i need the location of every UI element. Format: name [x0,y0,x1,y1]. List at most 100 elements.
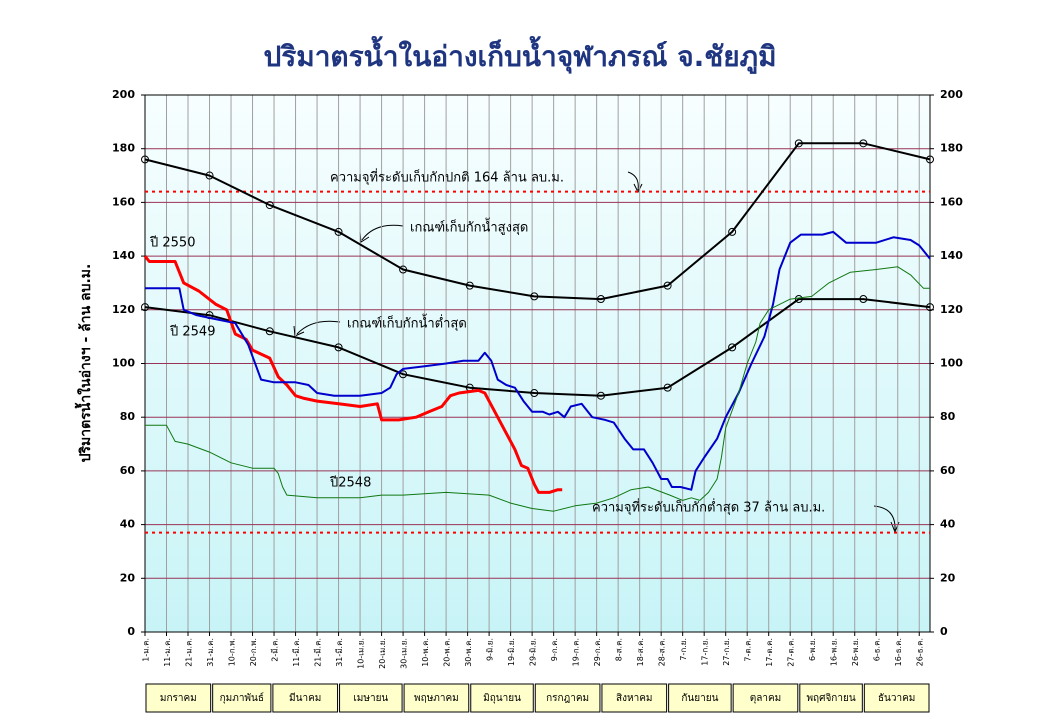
series-marker [141,303,149,312]
x-tick-label: 9-มิ.ย. [486,638,495,661]
series-marker [859,139,868,148]
series-marker [663,281,672,290]
series-marker [530,389,539,398]
x-tick-label: 16-ธ.ค. [894,638,903,666]
month-box [145,683,212,713]
x-tick-label: 11-ม.ค. [163,638,172,667]
month-box [272,683,339,713]
series-marker [794,139,803,148]
month-label: ตุลาคม [750,693,782,704]
series-marker [596,295,605,304]
reference-label: ความจุที่ระดับเก็บกักปกติ 164 ล้าน ลบ.ม. [330,168,564,186]
y2-tick-label: 200 [940,88,963,101]
series-marker [663,383,672,392]
x-tick-label: 21-มี.ค. [314,638,323,667]
series-line [145,266,930,512]
x-tick-label: 16-พ.ย. [830,638,839,666]
month-label: มิถุนายน [483,693,521,704]
series-label: ปี 2550 [149,235,195,251]
series-label: เกณฑ์เก็บกักน้ำสูงสุด [410,218,528,236]
x-tick-label: 6-พ.ย. [808,638,817,661]
x-tick-label: 19-มิ.ย. [507,638,516,666]
y-tick-label: 140 [112,249,135,262]
month-label: มกราคม [160,693,197,704]
x-tick-label: 8-ส.ค. [615,638,624,661]
month-label: กรกฎาคม [546,693,589,704]
arrow [361,224,404,241]
y2-tick-label: 20 [940,571,956,584]
series-label: ปี2548 [329,475,371,491]
x-tick-label: 9-ก.ค. [550,638,559,661]
series-marker [596,391,605,400]
x-tick-label: 27-ก.ย. [722,638,731,666]
x-tick-label: 31-มี.ค. [335,638,344,667]
series-label: เกณฑ์เก็บกักน้ำต่ำสุด [347,314,467,332]
series-marker [859,295,868,304]
y-tick-label: 40 [120,518,136,531]
y2-tick-label: 40 [940,518,956,531]
x-tick-label: 10-พ.ค. [421,638,430,667]
x-tick-label: 26-พ.ย. [851,638,860,666]
y-tick-label: 180 [112,142,135,155]
x-tick-label: 19-ก.ค. [572,638,581,666]
month-box [339,683,403,713]
series-line [144,298,931,397]
x-tick-label: 27-ต.ค. [787,638,796,667]
arrow-head [293,325,305,337]
y-tick-label: 100 [112,357,135,370]
y-tick-label: 80 [120,410,136,423]
series-marker [728,343,737,352]
month-label: กันยายน [681,693,718,704]
series-marker [265,327,274,336]
y2-tick-label: 160 [940,195,963,208]
plot-border [144,94,931,633]
arrow [627,171,639,191]
x-tick-label: 18-ส.ค. [636,638,645,666]
month-box [601,683,668,713]
series-line [145,230,931,491]
y-tick-label: 200 [112,88,135,101]
y-axis-label: ปริมาตรน้ำในอ่างฯ - ล้าน ลบ.ม. [74,264,94,463]
month-label: กุมภาพันธ์ [220,692,264,704]
x-tick-label: 20-พ.ค. [443,638,452,667]
month-label: พฤษภาคม [414,693,459,704]
month-label: ธันวาคม [878,693,915,704]
x-tick-label: 20-เม.ย. [378,638,387,669]
y2-tick-label: 80 [940,410,956,423]
month-box [403,683,470,713]
x-tick-label: 30-เม.ย. [400,638,409,669]
series-marker [926,303,934,312]
month-box [668,683,732,713]
x-tick-label: 29-ก.ค. [593,638,602,666]
series-marker [399,370,408,379]
series-line [143,255,563,494]
x-tick-label: 26-ธ.ค. [916,638,925,666]
series-marker [728,227,737,236]
series-marker [926,155,934,164]
series-marker [530,292,539,301]
x-tick-label: 10-เม.ย. [357,638,366,669]
x-tick-label: 17-ก.ย. [701,638,710,666]
x-tick-label: 17-ต.ค. [765,638,774,667]
y-tick-label: 120 [112,303,135,316]
series-line [144,142,931,301]
month-box [863,683,930,713]
x-tick-label: 7-ต.ค. [744,638,753,662]
y2-tick-label: 140 [940,249,963,262]
y2-tick-label: 0 [940,625,948,638]
y2-tick-label: 100 [940,357,963,370]
series-marker [794,295,803,304]
x-tick-label: 31-ม.ค. [206,638,215,667]
month-box [799,683,863,713]
y-tick-label: 60 [120,464,136,477]
arrow [873,505,896,531]
month-box [732,683,799,713]
x-tick-label: 30-พ.ค. [464,638,473,667]
x-tick-label: 1-ม.ค. [142,638,151,662]
series-marker [141,155,149,164]
month-label: มีนาคม [289,692,321,704]
x-tick-label: 2-มี.ค. [271,638,280,662]
x-tick-label: 21-ม.ค. [185,638,194,667]
series-marker [399,265,408,274]
